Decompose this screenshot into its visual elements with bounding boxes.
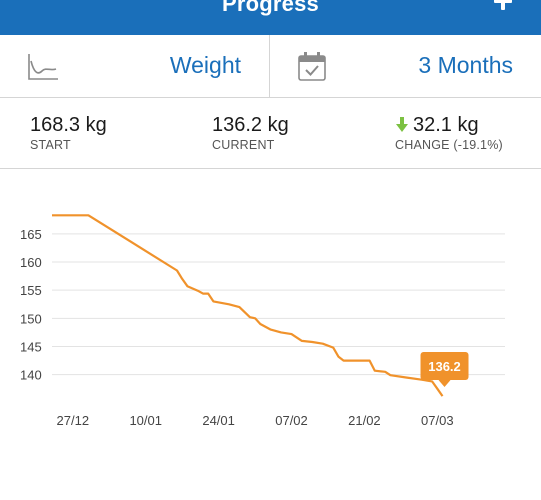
y-tick-label: 165 (20, 227, 42, 242)
selector-bar: Weight 3 Months (0, 35, 541, 98)
x-tick-label: 24/01 (202, 413, 235, 428)
start-value: 168.3 kg (30, 114, 107, 136)
change-value: 32.1 kg (413, 114, 479, 136)
arrow-down-icon (396, 117, 408, 132)
metric-label: Weight (169, 52, 241, 78)
value-callout-pointer (438, 380, 451, 388)
metric-selector[interactable]: Weight (0, 35, 270, 97)
plus-icon[interactable] (491, 0, 515, 16)
y-tick-label: 140 (20, 368, 42, 383)
value-callout-label: 136.2 (428, 359, 461, 374)
x-tick-label: 07/02 (275, 413, 308, 428)
weight-chart-svg: 140 145 150 155 160 165 27/12 10/01 24/01 07/02 21… (20, 214, 505, 428)
current-value: 136.2 kg (212, 114, 289, 136)
y-tick-label: 150 (20, 311, 42, 326)
range-selector[interactable]: 3 Months (270, 35, 541, 97)
y-tick-label: 155 (20, 283, 42, 298)
y-tick-label: 160 (20, 255, 42, 270)
app-header: Progress (0, 0, 541, 35)
calendar-icon (298, 52, 326, 81)
x-tick-label: 07/03 (421, 413, 454, 428)
value-callout-box (420, 352, 469, 381)
x-tick-label: 21/02 (348, 413, 381, 428)
x-tick-label: 27/12 (57, 413, 90, 428)
trend-chart-icon (28, 54, 58, 80)
range-label: 3 Months (418, 52, 513, 78)
change-stat: 32.1 kg CHANGE (-19.1%) (395, 114, 503, 152)
start-label: START (30, 138, 71, 152)
y-tick-label: 145 (20, 339, 42, 354)
current-label: CURRENT (212, 138, 275, 152)
current-stat: 136.2 kg CURRENT (212, 114, 289, 152)
stats-row: 168.3 kg START 136.2 kg CURRENT 32.1 kg … (0, 98, 541, 169)
weight-series-line (52, 214, 444, 397)
change-label: CHANGE (-19.1%) (395, 138, 503, 152)
weight-chart: 140 145 150 155 160 165 27/12 10/01 24/01 07/02 21… (0, 169, 541, 500)
page-title: Progress (222, 0, 319, 16)
x-tick-label: 10/01 (129, 413, 162, 428)
start-stat: 168.3 kg START (30, 114, 107, 152)
